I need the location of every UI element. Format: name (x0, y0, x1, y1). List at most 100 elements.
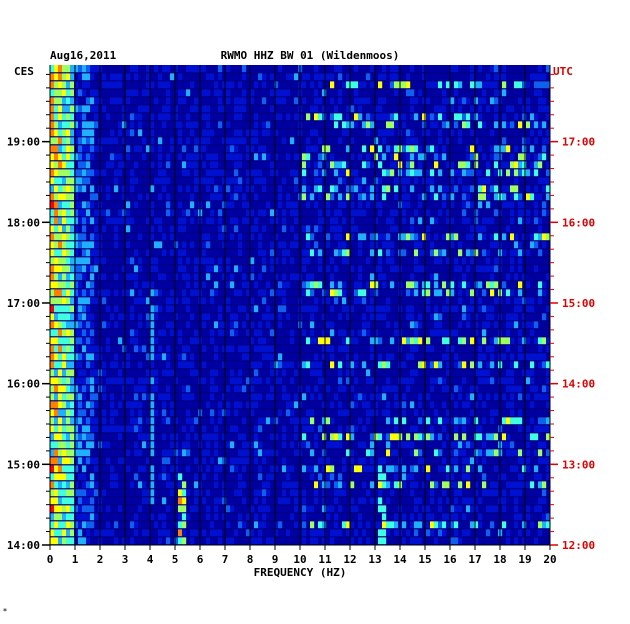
spectrogram-cell (322, 217, 327, 225)
spectrogram-cell (306, 73, 311, 81)
spectrogram-cell (170, 305, 175, 313)
spectrogram-cell (182, 297, 187, 305)
spectrogram-cell (318, 97, 323, 105)
spectrogram-cell (250, 321, 255, 329)
spectrogram-cell (58, 497, 63, 505)
spectrogram-cell (66, 233, 71, 241)
spectrogram-cell (486, 217, 491, 225)
spectrogram-cell (166, 369, 171, 377)
spectrogram-cell (134, 425, 139, 433)
spectrogram-cell (154, 313, 159, 321)
spectrogram-cell (450, 105, 455, 113)
spectrogram-cell (362, 321, 367, 329)
spectrogram-cell (226, 385, 231, 393)
spectrogram-cell (430, 401, 435, 409)
spectrogram-cell (430, 113, 435, 121)
spectrogram-cell (130, 329, 135, 337)
spectrogram-cell (454, 361, 459, 369)
spectrogram-cell (274, 257, 279, 265)
spectrogram-cell (546, 433, 551, 441)
spectrogram-cell (326, 161, 331, 169)
x-tick-label: 3 (122, 553, 129, 566)
spectrogram-cell (146, 441, 151, 449)
spectrogram-cell (490, 377, 495, 385)
spectrogram-cell (202, 321, 207, 329)
spectrogram-cell (58, 489, 63, 497)
spectrogram-cell (378, 249, 383, 257)
spectrogram-cell (322, 345, 327, 353)
spectrogram-cell (478, 65, 483, 73)
spectrogram-cell (134, 521, 139, 529)
spectrogram-cell (170, 329, 175, 337)
spectrogram-cell (470, 129, 475, 137)
spectrogram-cell (90, 497, 95, 505)
spectrogram-cell (206, 89, 211, 97)
spectrogram-cell (122, 105, 127, 113)
spectrogram-cell (246, 353, 251, 361)
spectrogram-cell (490, 409, 495, 417)
spectrogram-cell (270, 265, 275, 273)
spectrogram-cell (302, 257, 307, 265)
spectrogram-cell (218, 305, 223, 313)
spectrogram-cell (322, 465, 327, 473)
spectrogram-cell (518, 305, 523, 313)
spectrogram-cell (58, 105, 63, 113)
spectrogram-cell (326, 209, 331, 217)
spectrogram-cell (138, 297, 143, 305)
spectrogram-cell (74, 321, 79, 329)
spectrogram-cell (302, 393, 307, 401)
spectrogram-cell (134, 329, 139, 337)
left-tick-label: 15:00 (7, 458, 40, 471)
spectrogram-cell (394, 121, 399, 129)
spectrogram-cell (470, 393, 475, 401)
spectrogram-cell (414, 257, 419, 265)
spectrogram-cell (314, 537, 319, 545)
spectrogram-cell (70, 417, 75, 425)
spectrogram-cell (82, 385, 87, 393)
spectrogram-cell (262, 457, 267, 465)
spectrogram-cell (494, 113, 499, 121)
spectrogram-cell (506, 297, 511, 305)
spectrogram-cell (410, 161, 415, 169)
spectrogram-cell (410, 473, 415, 481)
spectrogram-cell (142, 385, 147, 393)
spectrogram-cell (106, 337, 111, 345)
spectrogram-cell (282, 433, 287, 441)
spectrogram-cell (502, 377, 507, 385)
spectrogram-cell (186, 345, 191, 353)
spectrogram-cell (82, 497, 87, 505)
spectrogram-cell (66, 169, 71, 177)
spectrogram-cell (394, 153, 399, 161)
spectrogram-cell (282, 273, 287, 281)
spectrogram-cell (50, 497, 55, 505)
spectrogram-cell (446, 465, 451, 473)
spectrogram-cell (238, 369, 243, 377)
spectrogram-cell (390, 257, 395, 265)
spectrogram-cell (250, 337, 255, 345)
spectrogram-cell (90, 73, 95, 81)
spectrogram-cell (430, 273, 435, 281)
spectrogram-cell (210, 257, 215, 265)
spectrogram-cell (386, 377, 391, 385)
spectrogram-cell (386, 433, 391, 441)
spectrogram-cell (266, 153, 271, 161)
spectrogram-cell (386, 249, 391, 257)
spectrogram-cell (214, 425, 219, 433)
spectrogram-cell (530, 361, 535, 369)
spectrogram-cell (178, 153, 183, 161)
spectrogram-cell (422, 65, 427, 73)
spectrogram-cell (202, 297, 207, 305)
spectrogram-cell (206, 433, 211, 441)
spectrogram-cell (450, 281, 455, 289)
spectrogram-cell (514, 481, 519, 489)
spectrogram-cell (394, 513, 399, 521)
spectrogram-cell (474, 225, 479, 233)
spectrogram-cell (106, 217, 111, 225)
spectrogram-cell (194, 489, 199, 497)
spectrogram-cell (338, 161, 343, 169)
spectrogram-cell (262, 249, 267, 257)
spectrogram-cell (210, 529, 215, 537)
spectrogram-cell (82, 401, 87, 409)
spectrogram-cell (322, 329, 327, 337)
spectrogram-cell (426, 81, 431, 89)
